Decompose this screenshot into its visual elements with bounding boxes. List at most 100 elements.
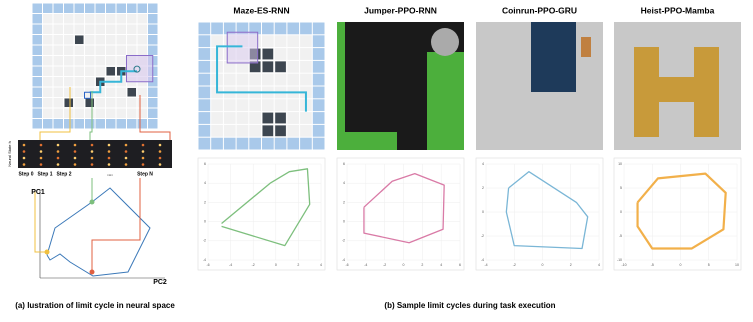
maze-cell <box>116 98 126 108</box>
maze-cell <box>53 3 63 13</box>
maze-cell <box>312 86 325 99</box>
neuron <box>73 156 77 160</box>
x-tick-label: -10 <box>621 263 626 267</box>
x-tick-label: 0 <box>403 263 405 267</box>
game-title: Maze-ES-RNN <box>233 5 289 15</box>
connector <box>91 178 141 272</box>
neuron <box>158 143 162 147</box>
limit-cycle <box>636 172 727 250</box>
marker <box>44 249 50 255</box>
maze-cell <box>211 35 223 48</box>
maze-cell <box>32 77 42 87</box>
connector <box>39 87 71 140</box>
neuron <box>56 150 60 153</box>
maze-cell <box>223 22 236 35</box>
maze-cell <box>43 45 53 55</box>
maze-cell <box>287 112 300 124</box>
game-title: Jumper-PPO-RNN <box>364 5 437 15</box>
maze-cell <box>249 99 261 112</box>
y-tick-label: 6 <box>204 162 206 166</box>
maze-cell <box>43 108 53 118</box>
neuron <box>107 163 111 166</box>
maze-cell <box>236 22 249 35</box>
neuron <box>90 143 94 147</box>
maze-cell <box>85 14 95 24</box>
neuron <box>73 150 77 153</box>
maze-cell <box>95 66 105 76</box>
maze-cell <box>148 45 158 55</box>
neuron <box>141 143 145 147</box>
maze-cell <box>198 99 211 112</box>
maze-cell <box>106 108 116 118</box>
maze-cell <box>198 60 211 73</box>
agent <box>133 65 141 73</box>
maze-cell <box>198 112 211 124</box>
maze-cell <box>300 137 312 150</box>
y-tick-label: -2 <box>203 239 206 243</box>
maze-cell <box>64 14 74 24</box>
neuron <box>90 163 94 166</box>
maze-cell <box>137 45 147 55</box>
maze-cell <box>137 35 147 45</box>
x-tick-label: 2 <box>297 263 299 267</box>
maze-cell <box>43 98 53 108</box>
maze-cell <box>274 99 287 112</box>
wall <box>106 67 115 76</box>
maze-cell <box>116 3 126 13</box>
maze-cell <box>32 35 42 45</box>
maze-cell <box>53 24 63 34</box>
maze-cell <box>53 35 63 45</box>
y-tick-label: 0 <box>620 210 622 214</box>
maze-cell <box>32 45 42 55</box>
caption-a: (a) lustration of limit cycle in neural … <box>15 301 175 310</box>
maze-cell <box>74 3 84 13</box>
neuron <box>73 163 77 166</box>
neural-strip <box>18 140 172 168</box>
maze-cell <box>64 56 74 66</box>
maze-cell <box>287 137 300 150</box>
view-box <box>226 31 259 64</box>
maze-cell <box>312 60 325 73</box>
maze-cell <box>287 73 300 86</box>
step-label: Step 2 <box>56 171 71 177</box>
maze-cell <box>127 3 137 13</box>
maze-cell <box>262 99 274 112</box>
neuron <box>22 143 26 147</box>
x-tick-label: -4 <box>364 263 367 267</box>
neuron <box>124 143 128 147</box>
maze-cell <box>95 14 105 24</box>
maze-cell <box>32 14 42 24</box>
maze-cell <box>43 14 53 24</box>
maze-cell <box>223 73 236 86</box>
x-tick-label: 0 <box>542 263 544 267</box>
maze-cell <box>198 35 211 48</box>
maze-cell <box>137 14 147 24</box>
maze-cell <box>106 35 116 45</box>
maze-cell <box>53 14 63 24</box>
connector <box>34 190 46 253</box>
maze-cell <box>236 112 249 124</box>
wall <box>275 112 286 124</box>
maze-cell <box>116 35 126 45</box>
maze-cell <box>106 98 116 108</box>
neuron <box>56 143 60 147</box>
maze-cell <box>32 119 42 129</box>
limit-cycle <box>505 171 589 250</box>
maze-cell <box>43 24 53 34</box>
maze-cell <box>106 45 116 55</box>
maze-cell <box>106 3 116 13</box>
plot-frame <box>336 157 465 271</box>
maze-cell <box>198 86 211 99</box>
x-tick-label: 4 <box>598 263 600 267</box>
maze-cell <box>127 108 137 118</box>
neuron <box>22 163 26 166</box>
x-tick-label: -5 <box>651 263 654 267</box>
x-tick-label: 2 <box>421 263 423 267</box>
y-tick-label: 4 <box>482 162 484 166</box>
y-tick-label: 2 <box>343 200 345 204</box>
x-tick-label: 6 <box>459 263 461 267</box>
maze-cell <box>137 87 147 97</box>
maze-cell <box>95 119 105 129</box>
